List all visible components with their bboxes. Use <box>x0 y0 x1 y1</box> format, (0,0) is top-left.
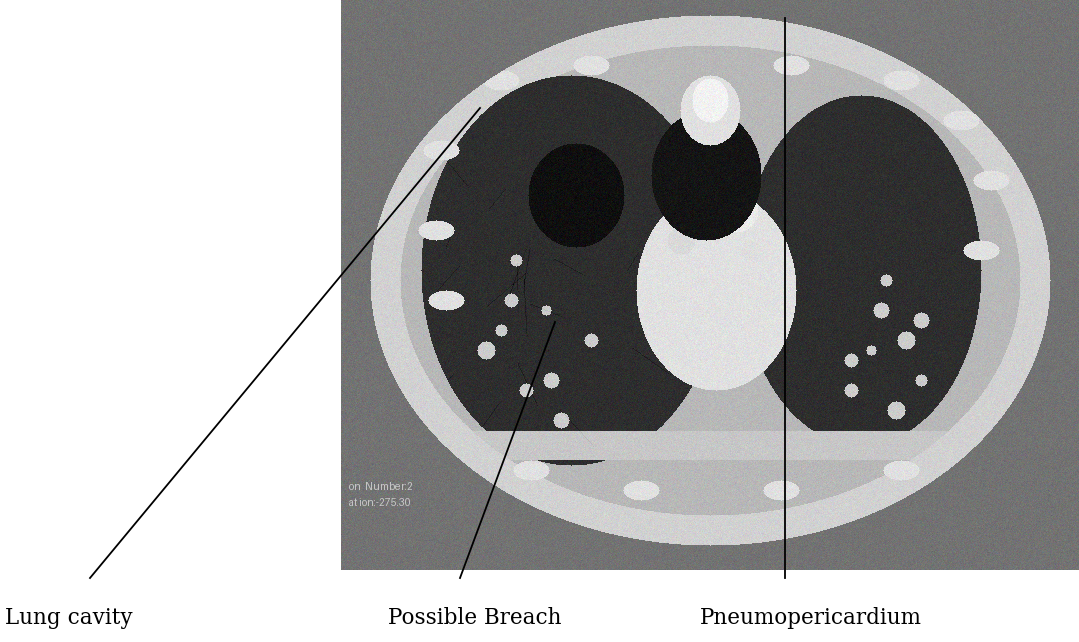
Text: Lung cavity: Lung cavity <box>5 607 133 629</box>
Text: Possible Breach: Possible Breach <box>388 607 561 629</box>
Text: Pneumopericardium: Pneumopericardium <box>700 607 921 629</box>
